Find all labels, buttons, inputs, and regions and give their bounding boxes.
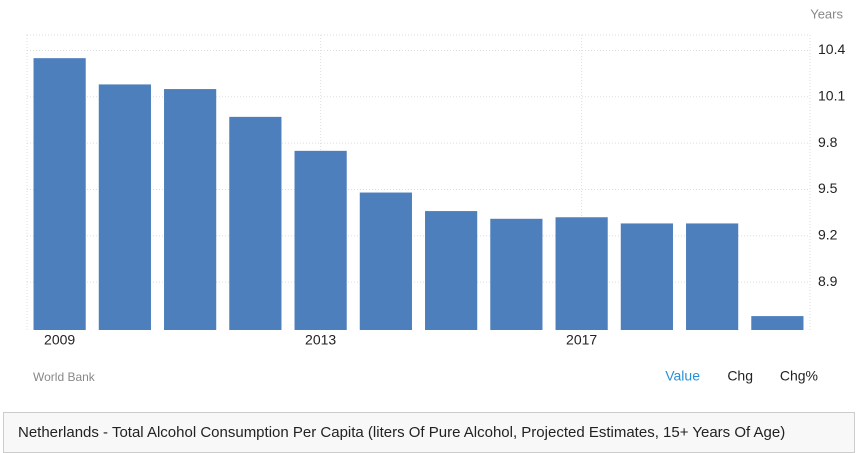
x-tick-label: 2017 <box>566 332 597 348</box>
bar <box>751 316 804 330</box>
chart-title: Netherlands - Total Alcohol Consumption … <box>18 424 785 441</box>
range-label: Years <box>810 6 843 21</box>
title-box <box>3 412 855 453</box>
bar <box>555 217 608 330</box>
bar <box>425 211 478 330</box>
y-tick-label: 9.8 <box>818 134 838 150</box>
bar <box>33 58 86 330</box>
bar <box>229 116 282 330</box>
x-tick-label: 2013 <box>305 332 336 348</box>
source: World Bank <box>33 370 96 384</box>
y-tick-label: 8.9 <box>818 273 838 289</box>
y-tick-label: 10.1 <box>818 87 845 103</box>
tab[interactable]: Chg <box>727 368 753 384</box>
bar <box>686 223 739 330</box>
tab[interactable]: Value <box>665 368 700 384</box>
bar <box>620 223 673 330</box>
y-tick-label: 9.2 <box>818 226 838 242</box>
bar <box>359 192 412 330</box>
y-tick-label: 10.4 <box>818 41 845 57</box>
bar <box>164 89 217 331</box>
bar <box>98 84 151 331</box>
bar <box>294 150 347 330</box>
bar <box>490 218 543 330</box>
y-tick-label: 9.5 <box>818 180 838 196</box>
tab[interactable]: Chg% <box>780 368 818 384</box>
x-tick-label: 2009 <box>44 332 75 348</box>
